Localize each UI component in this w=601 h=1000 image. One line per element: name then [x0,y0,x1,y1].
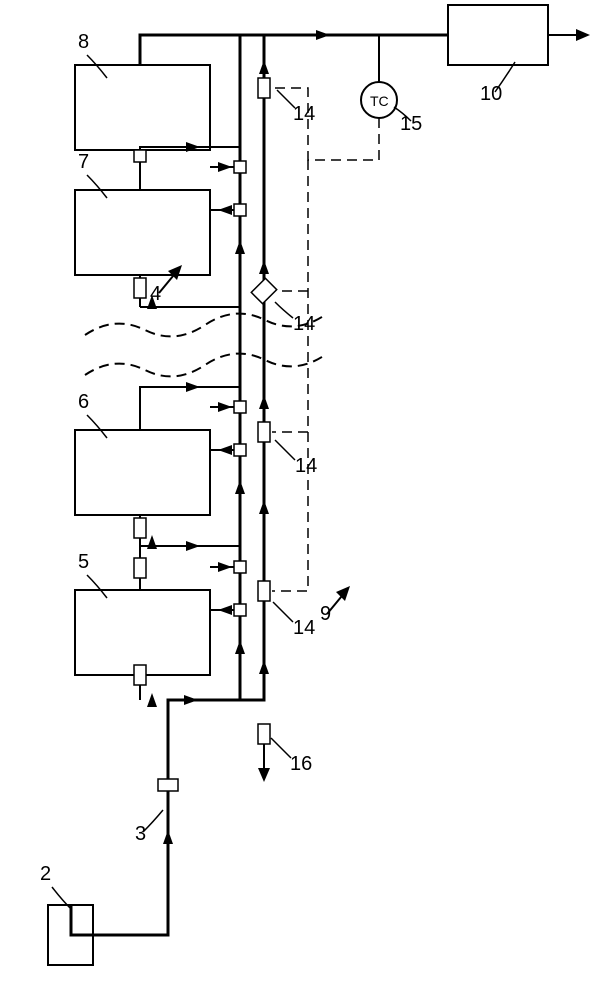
label-14a: 14 [293,617,315,639]
label-8: 8 [78,31,89,53]
valve-t5o [234,561,246,573]
box-7 [75,190,210,275]
arrow-240b [235,480,245,494]
label-5: 5 [78,551,89,573]
label-16: 16 [290,753,312,775]
wavy-break-2 [85,314,325,337]
ctrl-dashed [272,88,379,160]
lead-14a [273,602,293,622]
lead-6 [87,415,107,438]
box-10 [448,5,548,65]
lead-14c [275,302,293,318]
arrow-bus-700 [184,695,198,705]
label-10: 10 [480,83,502,105]
valve-t7o [234,161,246,173]
arrow-tick7o [218,162,232,172]
label-4: 4 [150,283,161,305]
arrow-6in [147,535,157,549]
wavy-break-1 [85,354,325,377]
lead-5 [87,575,107,598]
valve-feed [158,779,178,791]
arrow-tick5o [218,562,232,572]
line-b8-out [140,35,448,65]
arrow-tick5i [218,605,232,615]
ctrl-dashed2 [272,160,308,591]
arrow-264d [259,260,269,274]
valve-14d [258,78,270,98]
lead-7 [87,175,107,198]
ref4-arrow [168,265,182,280]
arrow-feed-up [163,830,173,844]
lead-2 [52,887,72,910]
arrow-264b [259,500,269,514]
out-arrow [576,29,590,41]
arrow-546 [186,541,200,551]
box-8 [75,65,210,150]
arrow-tick6i [218,445,232,455]
valve-6in [134,518,146,538]
label-3: 3 [135,823,146,845]
label-9: 9 [320,603,331,625]
valve-t6o [234,401,246,413]
valve-t6i [234,444,246,456]
label-14c: 14 [293,313,315,335]
arrow-264e [259,60,269,74]
arrow-top [316,30,330,40]
label-2: 2 [40,863,51,885]
arrow-240c [235,240,245,254]
label-14b: 14 [295,455,317,477]
valve-16 [258,724,270,744]
lead-8 [87,55,107,78]
valve-7in [134,278,146,298]
arrow-tick7i [218,205,232,215]
label-15: 15 [400,113,422,135]
feed-line [71,700,240,935]
label-7: 7 [78,151,89,173]
arrow-240a [235,640,245,654]
valve-5in [134,665,146,685]
valve-t5i [234,604,246,616]
lead-14b [275,440,295,460]
label-tc: TC [370,93,389,109]
drain-arrow [258,768,270,782]
valve-5out [134,558,146,578]
valve-14b [258,422,270,442]
arrow-264c [259,395,269,409]
label-14d: 14 [293,103,315,125]
arrow-387 [186,382,200,392]
arrow-tick6o [218,402,232,412]
box-6 [75,430,210,515]
arrow-5in [147,693,157,707]
lead-16 [271,738,291,758]
valve-8in [134,150,146,162]
ref9-arrow [336,586,350,601]
box-5 [75,590,210,675]
arrow-264a [259,660,269,674]
valve-t7i [234,204,246,216]
label-6: 6 [78,391,89,413]
valve-14c [251,278,276,303]
valve-14a [258,581,270,601]
